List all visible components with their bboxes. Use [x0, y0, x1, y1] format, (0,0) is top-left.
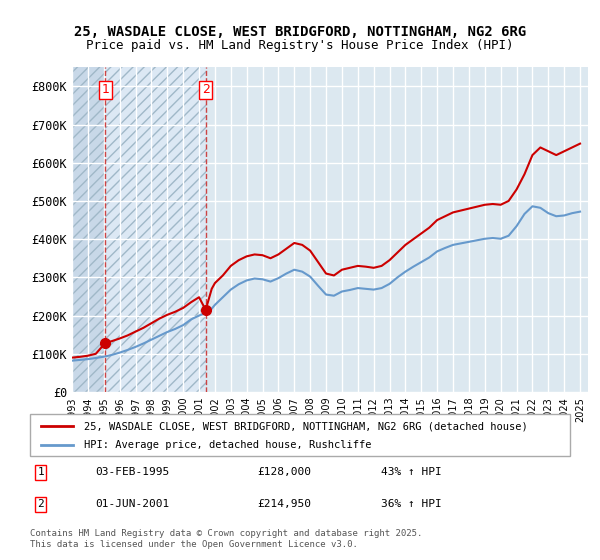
Text: 25, WASDALE CLOSE, WEST BRIDGFORD, NOTTINGHAM, NG2 6RG: 25, WASDALE CLOSE, WEST BRIDGFORD, NOTTI… [74, 25, 526, 39]
Bar [105, 67, 206, 392]
Bar [105, 67, 206, 392]
Text: 1: 1 [101, 83, 109, 96]
Bar [72, 67, 105, 392]
Text: 2: 2 [37, 500, 44, 510]
Text: Contains HM Land Registry data © Crown copyright and database right 2025.
This d: Contains HM Land Registry data © Crown c… [30, 529, 422, 549]
Bar [72, 67, 105, 392]
Text: £214,950: £214,950 [257, 500, 311, 510]
Text: 1: 1 [37, 467, 44, 477]
Text: 03-FEB-1995: 03-FEB-1995 [95, 467, 169, 477]
FancyBboxPatch shape [30, 414, 570, 456]
Text: Price paid vs. HM Land Registry's House Price Index (HPI): Price paid vs. HM Land Registry's House … [86, 39, 514, 52]
Text: 25, WASDALE CLOSE, WEST BRIDGFORD, NOTTINGHAM, NG2 6RG (detached house): 25, WASDALE CLOSE, WEST BRIDGFORD, NOTTI… [84, 421, 528, 431]
Text: £128,000: £128,000 [257, 467, 311, 477]
Text: 01-JUN-2001: 01-JUN-2001 [95, 500, 169, 510]
Text: 2: 2 [202, 83, 209, 96]
Text: 43% ↑ HPI: 43% ↑ HPI [381, 467, 442, 477]
Text: 36% ↑ HPI: 36% ↑ HPI [381, 500, 442, 510]
Text: HPI: Average price, detached house, Rushcliffe: HPI: Average price, detached house, Rush… [84, 440, 371, 450]
